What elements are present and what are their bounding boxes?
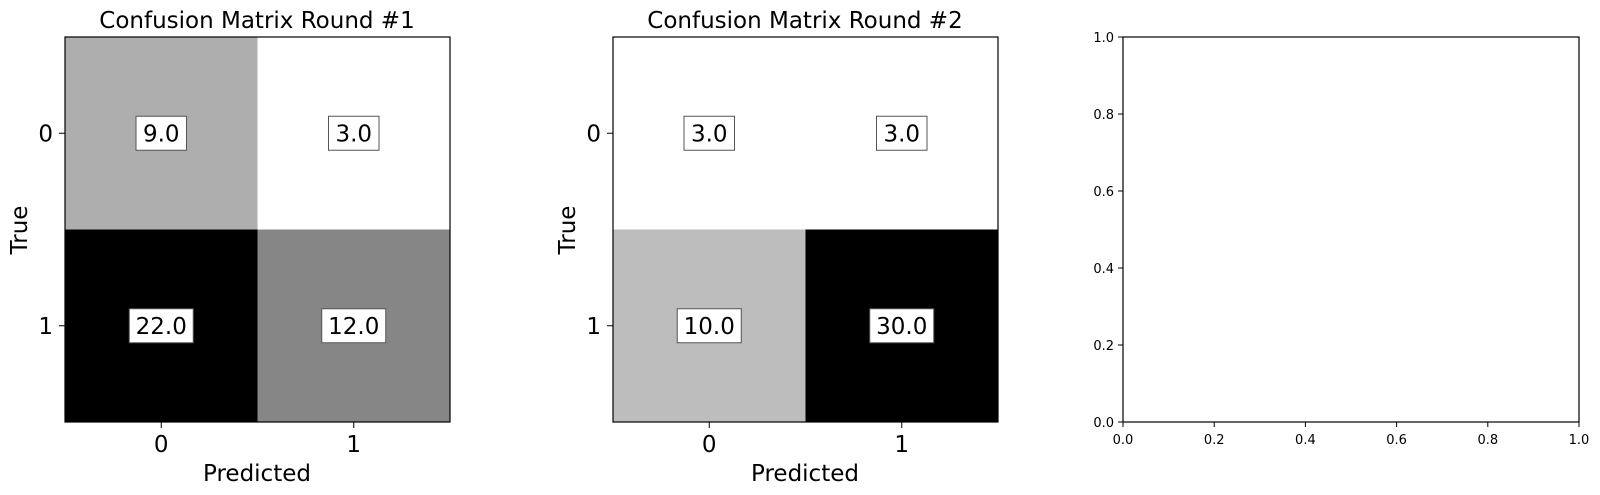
empty-axes-y-tick-label: 0.2 (1093, 339, 1114, 354)
heatmap-1-cell-label-box (135, 115, 187, 151)
heatmap-2-cell-label: 3.0 (883, 121, 920, 147)
heatmap-2-x-tick-label: 0 (702, 432, 717, 458)
heatmap-1-cell-label-box (328, 115, 380, 151)
heatmap-1-cell-label: 22.0 (136, 314, 187, 340)
heatmap-1-title: Confusion Matrix Round #1 (99, 8, 414, 34)
empty-axes: 0.0 0.2 0.4 0.6 0.8 1.0 0.0 0.2 0.4 0.6 0.8 1.0 (1093, 31, 1589, 448)
heatmap-1-cells (65, 37, 450, 422)
heatmap-2: Confusion Matrix Round #2 3.0 3.0 10.0 30.0… (555, 8, 999, 487)
heatmap-2-xlabel: Predicted (751, 461, 859, 487)
heatmap-2-ylabel: True (555, 206, 581, 256)
empty-axes-y-tick-label: 1.0 (1093, 31, 1114, 46)
heatmap-1-x-tick-label: 0 (154, 432, 169, 458)
heatmap-1: Confusion Matrix Round #1 9.0 3.0 22.0 12.0… (7, 8, 451, 487)
heatmap-1-ylabel: True (7, 206, 33, 256)
heatmap-1-cell-labels: 9.0 3.0 22.0 12.0 (128, 115, 387, 344)
heatmap-2-cell-label-box (683, 115, 735, 151)
heatmap-2-title: Confusion Matrix Round #2 (647, 8, 962, 34)
heatmap-2-cells (613, 37, 998, 422)
empty-axes-y-tick-label: 0.4 (1093, 262, 1114, 277)
heatmap-1-cell-label-box (128, 308, 194, 344)
empty-axes-frame (1122, 36, 1580, 423)
heatmap-1-cell-label: 12.0 (328, 314, 379, 340)
heatmap-2-cell-label-box (876, 115, 928, 151)
empty-axes-x-tick-label: 0.6 (1386, 433, 1407, 448)
empty-axes-y-tick-label: 0.8 (1093, 108, 1114, 123)
heatmap-1-x-tick-label: 1 (346, 432, 361, 458)
heatmap-1-cell-label: 9.0 (143, 121, 180, 147)
heatmap-1-y-ticks: 01 (38, 121, 65, 340)
empty-axes-x-tick-label: 1.0 (1569, 433, 1590, 448)
empty-axes-x-tick-label: 0.4 (1295, 433, 1316, 448)
empty-axes-x-tick-label: 0.2 (1204, 433, 1225, 448)
empty-axes-x-ticks: 0.0 0.2 0.4 0.6 0.8 1.0 (1113, 422, 1590, 448)
heatmap-2-cell-label: 30.0 (876, 314, 927, 340)
empty-axes-y-ticks: 0.0 0.2 0.4 0.6 0.8 1.0 (1093, 31, 1123, 431)
empty-axes-y-tick-label: 0.0 (1093, 416, 1114, 431)
heatmap-1-y-tick-label: 0 (38, 121, 53, 147)
heatmap-2-cell-label-box (869, 308, 935, 344)
heatmap-2-cell-label: 3.0 (691, 121, 728, 147)
heatmap-2-x-tick-label: 1 (894, 432, 909, 458)
heatmap-1-xlabel: Predicted (203, 461, 311, 487)
empty-axes-y-tick-label: 0.6 (1093, 185, 1114, 200)
empty-axes-x-tick-label: 0.0 (1113, 433, 1134, 448)
heatmap-1-y-tick-label: 1 (38, 314, 53, 340)
heatmap-2-cell-labels: 3.0 3.0 10.0 30.0 (676, 115, 935, 344)
heatmap-2-y-ticks: 01 (586, 121, 613, 340)
heatmap-1-cell-label: 3.0 (335, 121, 372, 147)
heatmap-2-cell-label: 10.0 (684, 314, 735, 340)
heatmap-2-y-tick-label: 1 (586, 314, 601, 340)
heatmap-1-frame (64, 36, 451, 423)
heatmap-2-frame (612, 36, 999, 423)
heatmap-2-cell-label-box (676, 308, 742, 344)
heatmap-2-y-tick-label: 0 (586, 121, 601, 147)
empty-axes-x-tick-label: 0.8 (1477, 433, 1498, 448)
heatmap-1-cell-label-box (321, 308, 387, 344)
